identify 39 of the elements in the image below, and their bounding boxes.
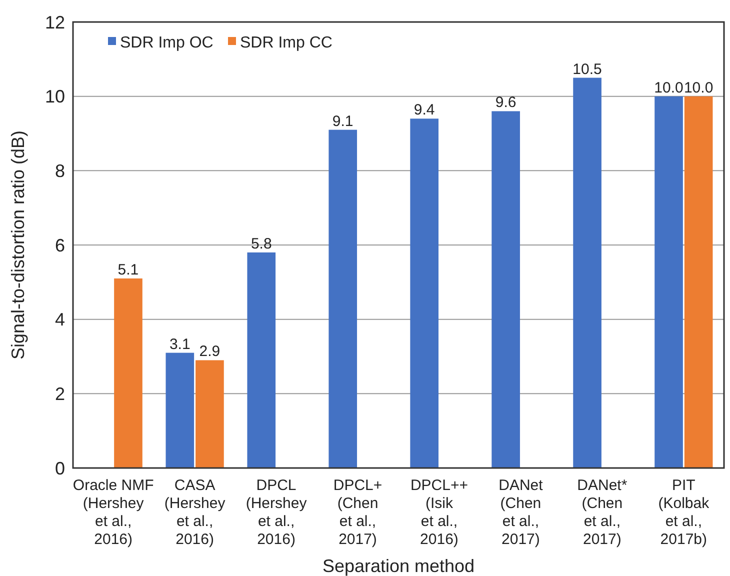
bar <box>492 111 520 468</box>
y-tick-label: 0 <box>54 458 65 478</box>
data-label: 10.0 <box>654 79 684 96</box>
x-tick-label: DPCL++ (Isik et al., 2016) <box>410 477 468 548</box>
data-label: 9.4 <box>414 102 435 119</box>
data-label: 3.1 <box>169 336 190 353</box>
y-tick-label: 8 <box>54 160 65 181</box>
data-label: 9.1 <box>332 112 354 130</box>
x-axis-title: Separation method <box>322 556 475 576</box>
legend-label: SDR Imp CC <box>240 34 332 52</box>
x-tick-label: DANet* (Chen et al., 2017) <box>577 477 628 548</box>
y-axis-title: Signal-to-distortion ratio (dB) <box>8 130 28 360</box>
x-tick-label: DPCL+ (Chen et al., 2017) <box>333 477 382 548</box>
y-tick-label: 10 <box>44 86 65 107</box>
x-tick-label: CASA (Hershey et al., 2016) <box>164 477 226 548</box>
x-tick-label: PIT (Kolbak et al., 2017b) <box>658 477 710 548</box>
data-label: 9.6 <box>495 94 516 112</box>
data-label: 5.1 <box>118 261 139 278</box>
bar <box>654 96 683 468</box>
bar <box>114 278 142 468</box>
y-tick-label: 12 <box>44 12 65 32</box>
bar <box>166 352 194 468</box>
x-tick-label: DPCL (Hershey et al., 2016) <box>246 477 308 548</box>
y-tick-label: 4 <box>54 310 65 330</box>
bar <box>328 130 358 468</box>
data-label: 10.5 <box>572 60 602 78</box>
x-tick-label: DANet (Chen et al., 2017) <box>498 477 544 548</box>
legend-label: SDR Imp OC <box>120 34 214 52</box>
x-tick-label: Oracle NMF (Hershey et al., 2016) <box>72 477 154 548</box>
data-label: 10.0 <box>684 79 714 96</box>
y-tick-label: 2 <box>54 384 65 404</box>
bar <box>573 78 602 468</box>
bar <box>247 252 276 468</box>
data-label: 2.9 <box>199 343 220 360</box>
bar <box>196 360 224 468</box>
bar <box>684 96 713 468</box>
data-label: 5.8 <box>250 235 272 252</box>
bar <box>410 118 438 468</box>
y-tick-label: 6 <box>54 235 65 256</box>
